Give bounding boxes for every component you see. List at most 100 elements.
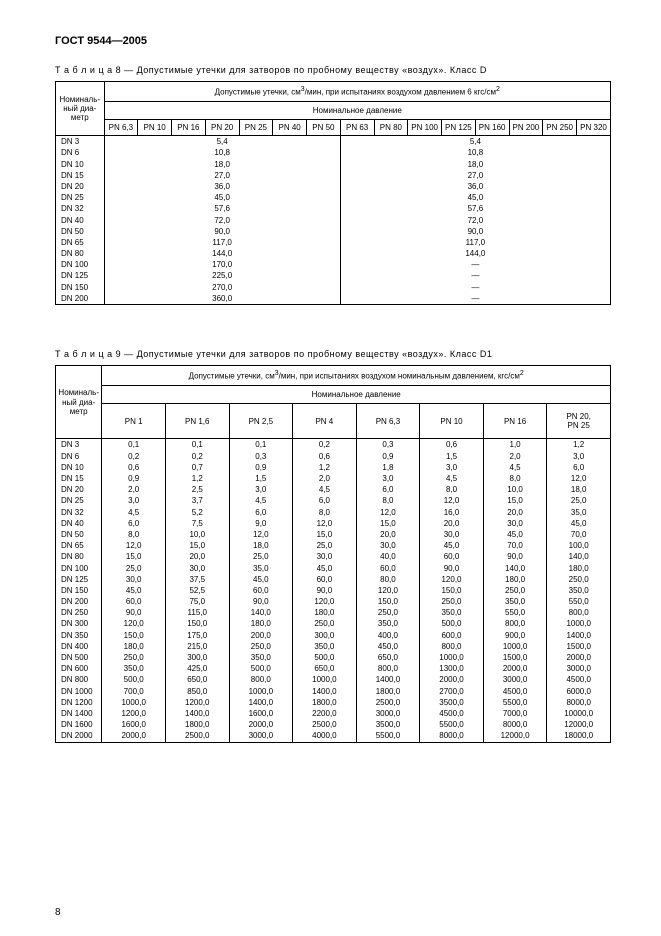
table9-value: 350,0: [102, 663, 166, 674]
table9-value: 1,2: [547, 439, 611, 451]
table9-value: 250,0: [420, 596, 484, 607]
table9-dn: DN 32: [56, 507, 102, 518]
table9-value: 37,5: [165, 574, 229, 585]
table9-value: 2,0: [102, 484, 166, 495]
table9-value: 0,1: [229, 439, 293, 451]
table9-value: 15,0: [293, 529, 357, 540]
table9-dn: DN 1000: [56, 686, 102, 697]
table9-header-nomp: Номинальное давление: [102, 385, 611, 403]
table9-value: 90,0: [483, 551, 547, 562]
table8-value-right: 36,0: [340, 181, 610, 192]
table9-value: 35,0: [547, 507, 611, 518]
table9-pn-col: PN 4: [293, 404, 357, 439]
table9-dn: DN 15: [56, 473, 102, 484]
table9-dn: DN 1600: [56, 719, 102, 730]
table9-value: 0,3: [356, 439, 420, 451]
table9-value: 180,0: [547, 563, 611, 574]
table8-value-left: 225,0: [104, 270, 340, 281]
table9-value: 4500,0: [420, 708, 484, 719]
table9-value: 45,0: [420, 540, 484, 551]
table9-value: 140,0: [483, 563, 547, 574]
table9-value: 5500,0: [483, 697, 547, 708]
table9-value: 12,0: [102, 540, 166, 551]
table9-value: 6,0: [293, 495, 357, 506]
table9-value: 1000,0: [293, 674, 357, 685]
table9-value: 180,0: [293, 607, 357, 618]
table9-value: 650,0: [165, 674, 229, 685]
table9-value: 1800,0: [165, 719, 229, 730]
table9-value: 180,0: [102, 641, 166, 652]
table9-value: 0,9: [229, 462, 293, 473]
table9-value: 8,0: [483, 473, 547, 484]
table9: Номиналь- ный диа- метр Допустимые утечк…: [55, 365, 611, 742]
table9-value: 0,6: [102, 462, 166, 473]
table9-value: 12000,0: [547, 719, 611, 730]
table9-value: 140,0: [229, 607, 293, 618]
table9-value: 5500,0: [420, 719, 484, 730]
table9-value: 500,0: [102, 674, 166, 685]
table9-value: 0,6: [293, 451, 357, 462]
table9-value: 250,0: [483, 585, 547, 596]
table9-dn: DN 400: [56, 641, 102, 652]
table9-pn-col: PN 20, PN 25: [547, 404, 611, 439]
table9-value: 850,0: [165, 686, 229, 697]
table8-pn-col: PN 6,3: [104, 120, 138, 136]
table8-pn-col: PN 80: [374, 120, 408, 136]
table9-value: 4000,0: [293, 730, 357, 742]
table8-dn: DN 6: [56, 147, 105, 158]
table9-value: 1200,0: [102, 708, 166, 719]
table9-dn: DN 500: [56, 652, 102, 663]
table9-value: 70,0: [483, 540, 547, 551]
table9-value: 180,0: [229, 618, 293, 629]
table9-value: 1400,0: [293, 686, 357, 697]
table9-value: 800,0: [229, 674, 293, 685]
table9-value: 425,0: [165, 663, 229, 674]
table9-dn: DN 65: [56, 540, 102, 551]
table8-value-right: —: [340, 282, 610, 293]
table9-value: 0,7: [165, 462, 229, 473]
table9-value: 6,0: [102, 518, 166, 529]
table9-value: 60,0: [420, 551, 484, 562]
table9-dn: DN 1200: [56, 697, 102, 708]
table9-caption-prefix: Т а б л и ц а 9: [55, 349, 121, 359]
table9-value: 120,0: [293, 596, 357, 607]
table9-value: 350,0: [547, 585, 611, 596]
table9-value: 12,0: [420, 495, 484, 506]
table8-value-left: 45,0: [104, 192, 340, 203]
table9-value: 30,0: [293, 551, 357, 562]
table9-value: 20,0: [165, 551, 229, 562]
table9-value: 20,0: [420, 518, 484, 529]
table8-dn: DN 15: [56, 170, 105, 181]
table8-value-left: 72,0: [104, 215, 340, 226]
table9-value: 8000,0: [547, 697, 611, 708]
table9-value: 2200,0: [293, 708, 357, 719]
table9-value: 3500,0: [420, 697, 484, 708]
table8-dn: DN 150: [56, 282, 105, 293]
table9-dn: DN 250: [56, 607, 102, 618]
table9-value: 2,0: [483, 451, 547, 462]
table9-value: 650,0: [356, 652, 420, 663]
table8-dn: DN 40: [56, 215, 105, 226]
table9-value: 30,0: [356, 540, 420, 551]
table9-value: 10000,0: [547, 708, 611, 719]
table9-value: 350,0: [229, 652, 293, 663]
table9-dn: DN 80: [56, 551, 102, 562]
table9-value: 90,0: [420, 563, 484, 574]
table9-value: 150,0: [420, 585, 484, 596]
table9-body: DN 30,10,10,10,20,30,61,01,2DN 60,20,20,…: [56, 439, 611, 742]
table9-value: 1000,0: [547, 618, 611, 629]
table9-rowheader-title: Номиналь- ный диа- метр: [56, 366, 102, 439]
table9-value: 18000,0: [547, 730, 611, 742]
table9-value: 3000,0: [356, 708, 420, 719]
table9-value: 180,0: [483, 574, 547, 585]
table8-head: Номиналь- ный диа- метр Допустимые утечк…: [56, 82, 611, 136]
table8-pn-col: PN 10: [138, 120, 172, 136]
table9-dn: DN 40: [56, 518, 102, 529]
table9-value: 1500,0: [483, 652, 547, 663]
table9-dn: DN 2000: [56, 730, 102, 742]
table9-dn: DN 150: [56, 585, 102, 596]
table8-value-right: 117,0: [340, 237, 610, 248]
table8-body: DN 35,45,4DN 610,810,8DN 1018,018,0DN 15…: [56, 136, 611, 305]
table8-value-left: 36,0: [104, 181, 340, 192]
table9-value: 6,0: [356, 484, 420, 495]
